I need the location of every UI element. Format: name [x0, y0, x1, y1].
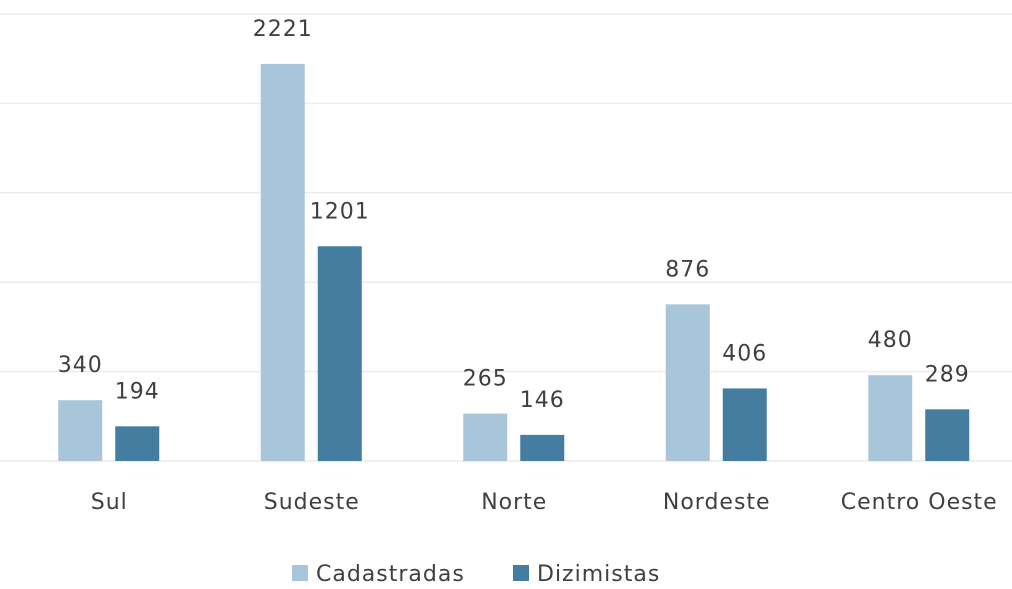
data-label: 289	[925, 362, 970, 387]
data-label: 146	[520, 388, 565, 413]
bar	[58, 400, 103, 461]
bar	[868, 375, 913, 461]
legend-swatch	[513, 565, 529, 581]
data-label: 265	[463, 367, 508, 392]
legend-swatch	[292, 565, 308, 581]
data-label: 1201	[310, 199, 370, 224]
data-label: 876	[665, 257, 710, 282]
data-label: 480	[868, 328, 913, 353]
x-tick-label: Sul	[91, 490, 128, 515]
data-label: 340	[58, 353, 103, 378]
legend-label: Cadastradas	[316, 562, 465, 585]
bar	[925, 409, 970, 461]
x-tick-label: Centro Oeste	[841, 490, 998, 515]
bar	[463, 413, 508, 461]
bar	[317, 246, 362, 461]
bar	[115, 426, 160, 461]
data-label: 194	[115, 379, 160, 404]
bar	[722, 388, 767, 461]
x-tick-label: Sudeste	[264, 490, 360, 515]
bar	[260, 63, 305, 462]
data-label: 406	[722, 341, 767, 366]
bar	[520, 434, 565, 461]
data-label: 2221	[253, 17, 313, 42]
x-tick-label: Nordeste	[663, 490, 771, 515]
legend-label: Dizimistas	[537, 562, 660, 585]
x-tick-label: Norte	[481, 490, 547, 515]
bar	[665, 304, 710, 461]
